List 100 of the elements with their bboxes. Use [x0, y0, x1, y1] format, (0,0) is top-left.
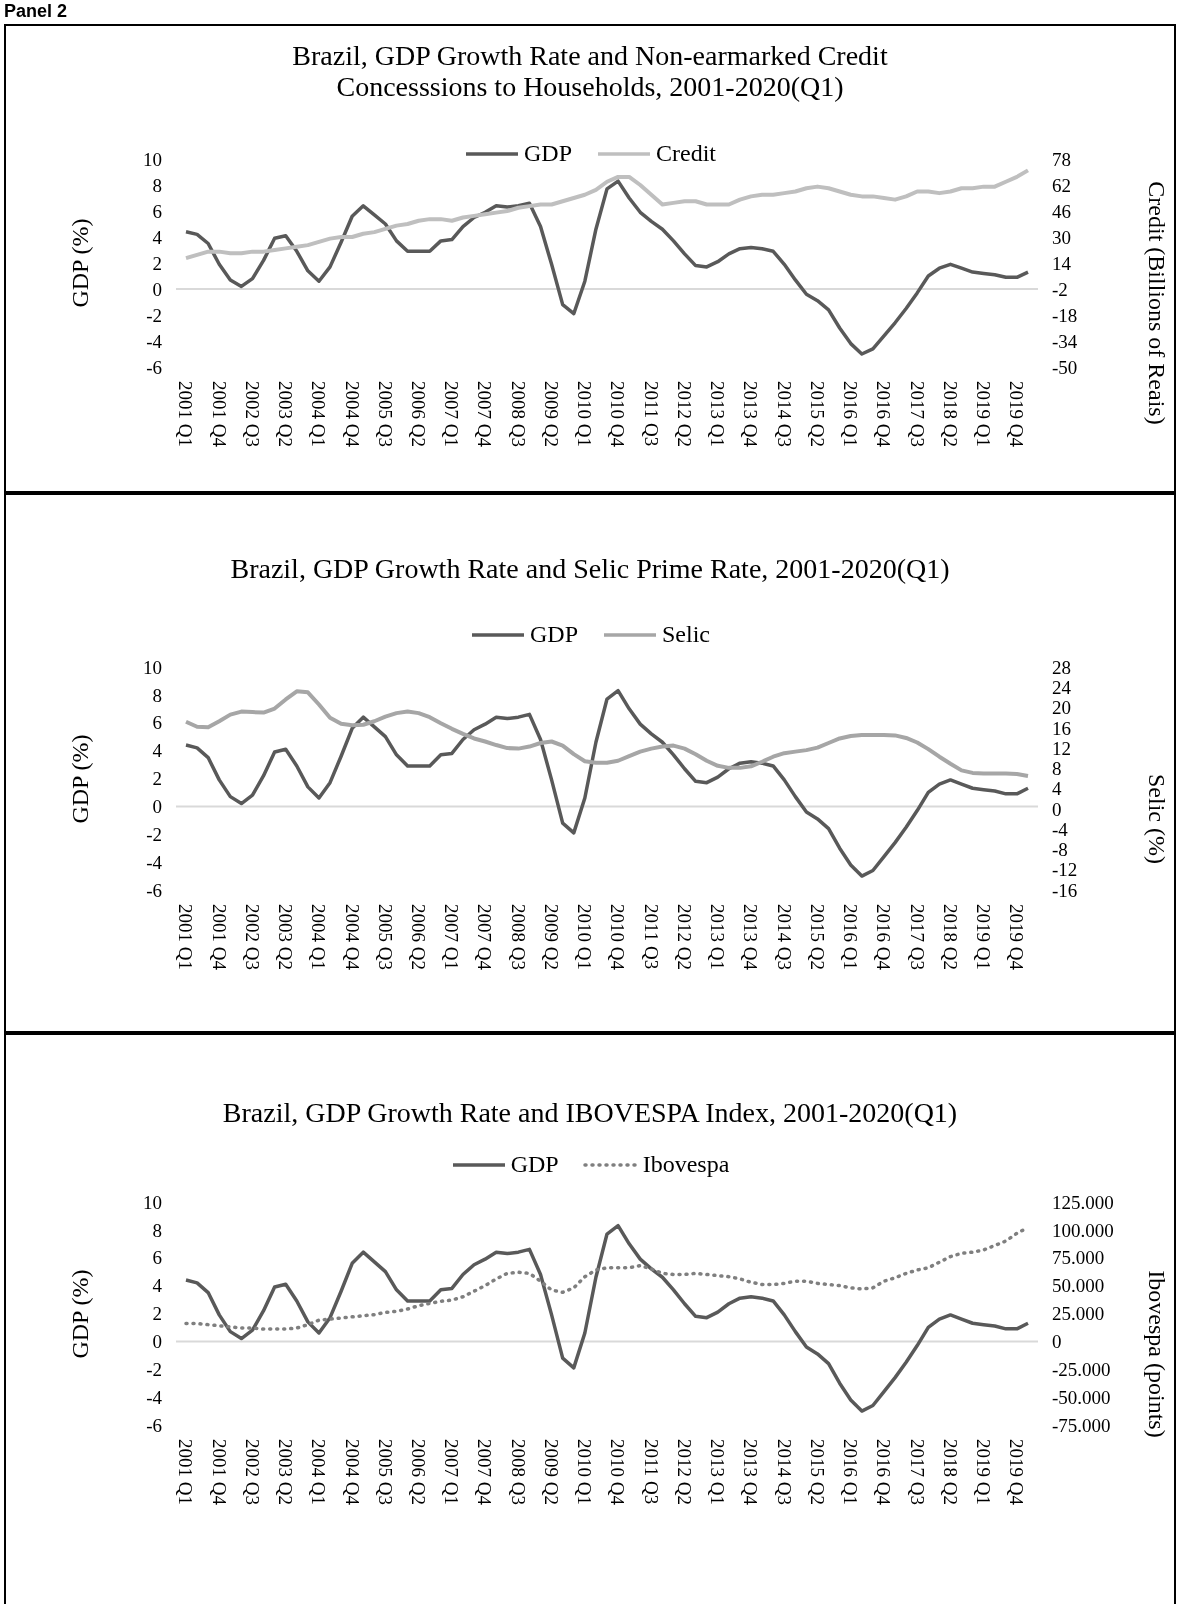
x-tick-label: 2010 Q4	[607, 1439, 629, 1506]
x-tick-label: 2009 Q2	[540, 1439, 562, 1505]
y2-tick-label: 8	[1052, 758, 1062, 780]
y2-tick-label: -25.000	[1052, 1358, 1111, 1380]
y2-tick-label: 50.000	[1052, 1275, 1105, 1297]
y-tick-label: 4	[152, 226, 163, 248]
x-tick-label: 2016 Q4	[873, 904, 895, 971]
y-tick-label: -2	[146, 823, 162, 845]
x-tick-label: 2001 Q1	[175, 381, 197, 447]
x-tick-label: 2006 Q2	[408, 904, 430, 970]
x-tick-label: 2003 Q2	[275, 904, 297, 970]
y-axis-title: GDP (%)	[66, 733, 94, 824]
x-tick-label: 2013 Q4	[740, 904, 762, 971]
x-tick-label: 2001 Q4	[208, 904, 230, 971]
line-series	[184, 689, 1030, 778]
x-tick-label: 2005 Q3	[374, 1439, 396, 1505]
x-tick-label: 2014 Q3	[773, 1439, 795, 1505]
x-tick-label: 2017 Q3	[906, 1439, 928, 1505]
x-tick-label: 2017 Q3	[906, 381, 928, 447]
x-tick-label: 2005 Q3	[374, 904, 396, 970]
x-tick-label: 2007 Q4	[474, 381, 496, 448]
x-tick-label: 2008 Q3	[507, 381, 529, 447]
x-tick-label: 2016 Q1	[840, 904, 862, 970]
x-tick-label: 2011 Q3	[640, 904, 662, 970]
x-tick-label: 2007 Q1	[441, 1439, 463, 1505]
y-tick-label: 6	[152, 200, 162, 222]
x-tick-label: 2019 Q1	[973, 1439, 995, 1505]
y-tick-label: 8	[152, 684, 162, 706]
x-tick-label: 2012 Q2	[673, 381, 695, 447]
x-tick-label: 2015 Q2	[806, 904, 828, 970]
y2-axis-title: Ibovespa (points)	[1142, 1269, 1170, 1438]
x-tick-label: 2004 Q4	[341, 381, 363, 448]
y2-tick-label: 46	[1052, 200, 1071, 222]
x-tick-label: 2004 Q1	[308, 381, 330, 447]
x-tick-label: 2004 Q1	[308, 904, 330, 970]
y-tick-label: 0	[152, 796, 162, 818]
x-tick-label: 2011 Q3	[640, 381, 662, 447]
x-tick-label: 2019 Q1	[973, 904, 995, 970]
x-tick-label: 2018 Q2	[939, 1439, 961, 1505]
legend-label: GDP	[529, 621, 578, 648]
x-tick-label: 2009 Q2	[540, 904, 562, 970]
x-tick-label: 2007 Q1	[441, 904, 463, 970]
x-tick-label: 2016 Q1	[840, 381, 862, 447]
y2-tick-label: 4	[1052, 778, 1062, 800]
y-tick-label: -4	[146, 330, 163, 352]
x-tick-label: 2019 Q4	[1006, 381, 1028, 448]
y-tick-label: 10	[143, 656, 162, 678]
x-tick-label: 2015 Q2	[806, 381, 828, 447]
x-tick-label: 2013 Q4	[740, 1439, 762, 1506]
y2-tick-label: 20	[1052, 697, 1071, 719]
y2-tick-label: 0	[1052, 798, 1062, 820]
x-tick-label: 2007 Q1	[441, 381, 463, 447]
x-tick-label: 2007 Q4	[474, 1439, 496, 1506]
y2-tick-label: 25.000	[1052, 1303, 1105, 1325]
y2-axis-title: Selic (%)	[1142, 773, 1170, 864]
x-tick-label: 2004 Q4	[341, 904, 363, 971]
line-series	[184, 179, 1030, 356]
y2-tick-label: 16	[1052, 717, 1071, 739]
y-tick-label: 8	[152, 174, 162, 196]
chart-title: Brazil, GDP Growth Rate and IBOVESPA Index, 2001-2020(Q1)	[222, 1097, 958, 1128]
x-tick-label: 2010 Q1	[574, 1439, 596, 1505]
text: Panel 2	[4, 1, 68, 21]
x-tick-label: 2017 Q3	[906, 904, 928, 970]
y-tick-label: 6	[152, 712, 162, 734]
x-tick-label: 2010 Q1	[574, 904, 596, 970]
x-tick-label: 2012 Q2	[673, 1439, 695, 1505]
x-tick-label: 2002 Q3	[241, 1439, 263, 1505]
y2-tick-label: 14	[1052, 252, 1072, 274]
x-tick-label: 2011 Q3	[640, 1439, 662, 1505]
x-tick-label: 2010 Q1	[574, 381, 596, 447]
x-tick-label: 2013 Q1	[707, 1439, 729, 1505]
legend-label: Selic	[662, 621, 710, 648]
x-tick-label: 2013 Q1	[707, 904, 729, 970]
y2-tick-label: 125.000	[1052, 1191, 1114, 1213]
x-tick-label: 2004 Q4	[341, 1439, 363, 1506]
x-tick-label: 2013 Q1	[707, 381, 729, 447]
x-tick-label: 2008 Q3	[507, 904, 529, 970]
x-tick-label: 2009 Q2	[540, 381, 562, 447]
x-tick-label: 2007 Q4	[474, 904, 496, 971]
x-tick-label: 2014 Q3	[773, 381, 795, 447]
y2-tick-label: 28	[1052, 656, 1071, 678]
x-tick-label: 2013 Q4	[740, 381, 762, 448]
x-tick-label: 2015 Q2	[806, 1439, 828, 1505]
y2-tick-label: -2	[1052, 278, 1068, 300]
y2-tick-label: 75.000	[1052, 1247, 1105, 1269]
x-tick-label: 2019 Q1	[973, 381, 995, 447]
y-tick-label: 10	[143, 148, 162, 170]
x-tick-label: 2008 Q3	[507, 1439, 529, 1505]
x-tick-label: 2003 Q2	[275, 381, 297, 447]
y2-tick-label: -12	[1052, 859, 1078, 881]
y-tick-label: 6	[152, 1247, 162, 1269]
y-tick-label: -6	[146, 1414, 162, 1436]
y2-tick-label: 24	[1052, 677, 1072, 699]
x-tick-label: 2002 Q3	[241, 904, 263, 970]
x-tick-label: 2010 Q4	[607, 381, 629, 448]
y2-tick-label: -75.000	[1052, 1414, 1111, 1436]
x-tick-label: 2014 Q3	[773, 904, 795, 970]
x-tick-label: 2004 Q1	[308, 1439, 330, 1505]
y2-tick-label: 30	[1052, 226, 1071, 248]
y-tick-label: -6	[146, 356, 162, 378]
